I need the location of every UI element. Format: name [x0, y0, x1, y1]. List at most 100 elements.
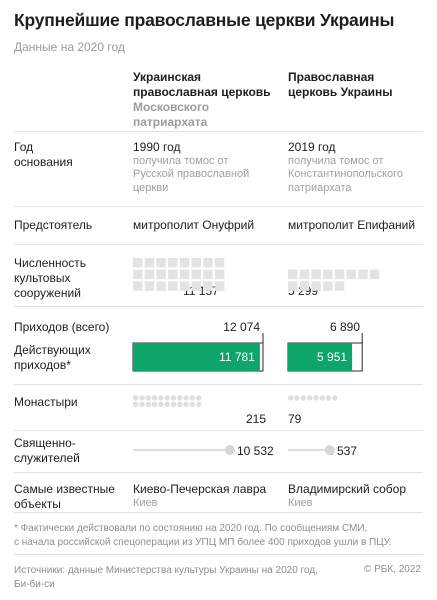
founded-note: Русской православной [133, 168, 250, 180]
monastery-dot [177, 401, 183, 407]
building-icon [168, 257, 178, 268]
column-header-line: православная церковь [133, 85, 271, 99]
monastery-dot [139, 395, 145, 401]
monastery-dot [183, 395, 189, 401]
monastery-dot [133, 395, 139, 401]
founded-note: Константинопольского [288, 168, 404, 180]
column-header-ocu: Православная церковь Украины [288, 70, 393, 100]
column-header-line: церковь Украины [288, 85, 393, 99]
building-icon [156, 269, 166, 280]
clergy-value-ocu: 4 537 [327, 444, 358, 458]
building-icon [288, 269, 298, 280]
row-divider [14, 131, 423, 132]
row-divider [14, 306, 423, 307]
famous-object-name: Владимирский собор [288, 482, 407, 496]
label-line: служителей [14, 451, 80, 465]
founded-upc-mp: 1990 год получила томос от Русской право… [133, 140, 249, 195]
row-divider [14, 206, 423, 207]
page-title: Крупнейшие православные церкви Украины [14, 10, 395, 30]
founded-note: патриархата [288, 181, 352, 194]
monastery-dot [189, 401, 196, 407]
building-icon [168, 269, 178, 280]
clergy-knob [225, 445, 235, 455]
founded-note: получила томос от [288, 154, 384, 167]
building-icon [133, 281, 143, 291]
famous-object-name: Киево-Печерская лавра [133, 482, 267, 496]
building-icon [323, 269, 333, 280]
monasteries-value-upc-mp: 215 [246, 412, 267, 426]
monastery-dot [170, 395, 177, 401]
building-icon [133, 269, 143, 280]
monastery-dot [306, 395, 313, 401]
founded-note: церкви [133, 181, 169, 194]
building-icon [346, 269, 356, 280]
copyright: © РБК, 2022 [363, 564, 421, 575]
clergy-knob [324, 445, 335, 455]
footnote: * Фактически действовали по состоянию на… [14, 522, 426, 549]
monastery-dot [151, 401, 158, 407]
famous-object-city: Киев [133, 496, 158, 509]
building-icon [144, 269, 155, 280]
building-icon [191, 269, 201, 280]
column-header-line: Украинская [133, 70, 201, 84]
label-line: Численность [14, 256, 87, 270]
monastery-dot [164, 401, 170, 407]
parishes-active-bar [133, 343, 260, 371]
monastery-dot [133, 401, 139, 407]
building-icon [156, 257, 166, 268]
row-label-primate: Предстоятель [14, 218, 93, 232]
monastery-dot [158, 395, 164, 401]
sources: Источники: данные Министерства культуры … [14, 564, 344, 591]
building-icon [311, 281, 321, 291]
row-divider [14, 384, 423, 385]
row-divider [14, 554, 423, 555]
column-header-upc-mp: Украинская православная церковь Московск… [133, 70, 271, 130]
footnote-line: * Фактически действовали по состоянию на… [14, 523, 368, 534]
monastery-dot [164, 395, 170, 401]
building-icon [334, 281, 345, 291]
monastery-dot [288, 395, 294, 401]
founded-ocu: 2019 год получила томос от Константинопо… [288, 140, 403, 195]
building-icon [191, 257, 201, 268]
row-label-monasteries: Монастыри [14, 395, 78, 409]
monasteries-value-ocu: 79 [288, 412, 302, 426]
building-icon [214, 257, 225, 268]
building-icon [156, 281, 166, 291]
monastery-dot [313, 395, 319, 401]
monastery-dot [151, 395, 158, 401]
row-label-clergy: Священно- служителей [14, 436, 80, 466]
building-icon [203, 269, 213, 280]
parishes-total-upc-mp: 12 074 [223, 320, 260, 334]
building-icon [144, 257, 155, 268]
column-header-line: Православная [288, 70, 375, 84]
label-line: Год [14, 140, 34, 154]
monastery-dot [145, 395, 151, 401]
parishes-active-value: 11 781 [219, 350, 255, 364]
building-icon [299, 269, 310, 280]
famous-object-city: Киев [288, 496, 313, 509]
building-icon [311, 269, 321, 280]
building-icon [144, 281, 155, 291]
sources-line: Источники: данные Министерства культуры … [14, 565, 318, 576]
label-line: Действующих [14, 343, 91, 357]
label-line: основания [14, 155, 73, 169]
building-icon [288, 281, 298, 291]
building-icon [369, 269, 380, 280]
monastery-dot [332, 395, 338, 401]
row-label-parishes-active: Действующих приходов* [14, 343, 91, 373]
monastery-dot [189, 395, 196, 401]
row-label-founded: Год основания [14, 140, 73, 170]
monastery-dot [325, 395, 332, 401]
monastery-dot [145, 401, 151, 407]
monastery-dot [294, 395, 300, 401]
column-header-grey-line: Московского [133, 100, 210, 114]
monastery-dot [139, 401, 145, 407]
building-icon [323, 281, 333, 291]
row-divider [14, 430, 423, 431]
row-divider [14, 244, 423, 245]
founded-year: 1990 год [133, 140, 181, 154]
building-icon [203, 257, 213, 268]
building-icon [214, 269, 225, 280]
monastery-dot [177, 395, 183, 401]
